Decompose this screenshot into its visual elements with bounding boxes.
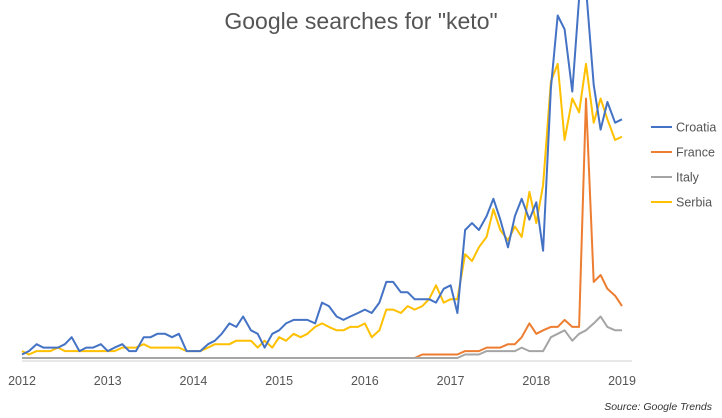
- legend: Croatia France Italy Serbia: [651, 121, 716, 210]
- legend-label: Croatia: [676, 121, 716, 135]
- source-note: Source: Google Trends: [604, 401, 712, 413]
- x-tick-label: 2014: [180, 374, 208, 388]
- x-tick-label: 2015: [265, 374, 293, 388]
- x-tick-label: 2017: [437, 374, 465, 388]
- series-layer: [21, 0, 623, 359]
- x-tick-label: 2019: [608, 374, 636, 388]
- series-line-croatia: [21, 0, 623, 356]
- legend-item-serbia: Serbia: [651, 196, 712, 210]
- legend-item-italy: Italy: [651, 171, 700, 185]
- legend-item-france: France: [651, 146, 715, 160]
- legend-label: France: [676, 146, 715, 160]
- x-tick-label: 2018: [522, 374, 550, 388]
- legend-label: Serbia: [676, 196, 712, 210]
- x-tick-label: 2013: [94, 374, 122, 388]
- series-line-serbia: [21, 62, 623, 356]
- x-tick-label: 2012: [8, 374, 36, 388]
- chart-title: Google searches for "keto": [224, 8, 498, 34]
- legend-item-croatia: Croatia: [651, 121, 716, 135]
- series-line-france: [22, 97, 623, 359]
- x-tick-labels: 2012 2013 2014 2015 2016 2017 2018 2019: [8, 374, 636, 388]
- legend-label: Italy: [676, 171, 700, 185]
- x-tick-label: 2016: [351, 374, 379, 388]
- series-line-italy: [22, 315, 622, 359]
